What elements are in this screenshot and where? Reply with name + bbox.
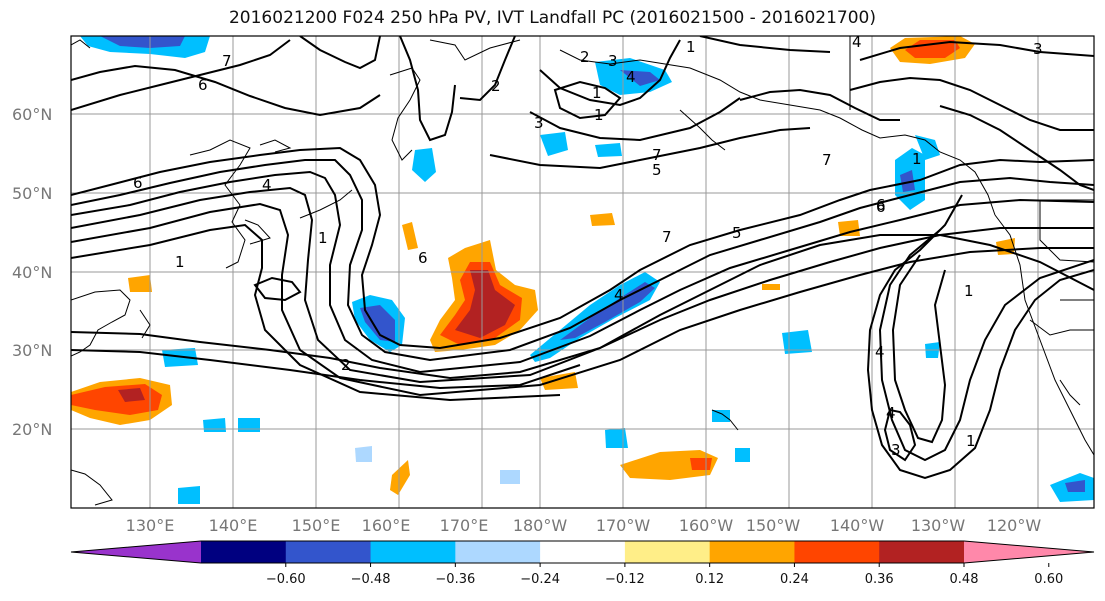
lat-label: 60°N xyxy=(12,105,52,124)
colorbar-bin xyxy=(794,541,880,563)
contour-label: 3 xyxy=(534,114,544,132)
contour-label: 4 xyxy=(875,343,885,361)
colorbar-outline xyxy=(70,540,1095,564)
colorbar-bin xyxy=(709,541,795,563)
contour-label: 6 xyxy=(876,198,886,216)
lon-label: 140°W xyxy=(830,516,885,535)
colorbar-extension-low xyxy=(71,541,201,563)
colorbar-bin xyxy=(201,541,287,563)
graticule xyxy=(71,36,1094,508)
contour-label: 5 xyxy=(652,161,662,179)
colorbar-tick-label: −0.24 xyxy=(520,572,560,587)
contour-labels: 7 6 6 4 1 1 6 2 3 2 1 1 7 5 7 6 2 3 4 4 … xyxy=(133,33,1043,459)
lon-label: 170°W xyxy=(596,516,651,535)
contour-label: 7 xyxy=(822,151,832,169)
map-title: 2016021200 F024 250 hPa PV, IVT Landfall… xyxy=(228,8,876,28)
contour-label: 1 xyxy=(592,84,602,102)
contour-label: 2 xyxy=(491,77,501,95)
contour-label: 6 xyxy=(418,249,428,267)
colorbar-bin xyxy=(540,541,626,563)
colorbar-extension-high xyxy=(964,541,1094,563)
contour-label: 3 xyxy=(608,52,618,70)
contour-label: 1 xyxy=(912,150,922,168)
colorbar-bin xyxy=(624,541,711,563)
contour-label: 6 xyxy=(876,196,886,214)
latitude-labels: 60°N 50°N 40°N 30°N 20°N xyxy=(12,105,52,439)
contour-label: 4 xyxy=(886,404,896,422)
colorbar-tick-label: 0.36 xyxy=(865,572,894,587)
lat-label: 40°N xyxy=(12,263,52,282)
lon-label: 130°W xyxy=(911,516,966,535)
colorbar-tick-label: −0.60 xyxy=(266,572,306,587)
lon-label: 120°W xyxy=(987,516,1042,535)
lon-label: 130°E xyxy=(126,516,175,535)
contour-label: 1 xyxy=(686,38,696,56)
contour-label: 1 xyxy=(594,106,604,124)
contour-label: 1 xyxy=(318,229,328,247)
coastlines xyxy=(71,36,1094,506)
lon-label: 140°E xyxy=(209,516,258,535)
lon-label: 160°W xyxy=(679,516,734,535)
contour-label: 4 xyxy=(614,286,624,304)
longitude-labels: 130°E 140°E 150°E 160°E 170°E 180°W 170°… xyxy=(126,516,1042,535)
colorbar-bin xyxy=(879,541,965,563)
colorbar-bin xyxy=(285,541,372,563)
colorbar-tick-label: −0.48 xyxy=(351,572,391,587)
colorbar: −0.60 −0.48 −0.36 −0.24 −0.12 0.12 0.24 0.36 0.4… xyxy=(70,540,1095,587)
contour-label: 4 xyxy=(852,33,862,51)
colorbar-tick-label: −0.36 xyxy=(435,572,475,587)
colorbar-tick-label: 0.24 xyxy=(780,572,809,587)
lon-label: 180°W xyxy=(513,516,568,535)
colorbar-tick-label: 0.48 xyxy=(950,572,979,587)
colorbar-tick-label: 0.60 xyxy=(1034,572,1063,587)
contour-label: 7 xyxy=(222,52,232,70)
lon-label: 150°E xyxy=(292,516,341,535)
contour-label: 5 xyxy=(732,224,742,242)
lon-label: 170°E xyxy=(440,516,489,535)
colorbar-bin xyxy=(455,541,541,563)
lat-label: 50°N xyxy=(12,184,52,203)
contour-label: 2 xyxy=(341,356,351,374)
lat-label: 30°N xyxy=(12,341,52,360)
contour-label: 6 xyxy=(133,174,143,192)
colorbar-tick-label: −0.12 xyxy=(605,572,645,587)
contour-label: 4 xyxy=(262,176,272,194)
lon-label: 160°E xyxy=(362,516,411,535)
contour-label: 1 xyxy=(175,253,185,271)
contour-label: 3 xyxy=(891,441,901,459)
lon-label: 150°W xyxy=(746,516,801,535)
contour-label: 1 xyxy=(966,432,976,450)
contour-label: 7 xyxy=(662,228,672,246)
contour-label: 6 xyxy=(198,76,208,94)
colorbar-tick-label: 0.12 xyxy=(695,572,724,587)
pv-contours xyxy=(71,36,1094,480)
colorbar-bin xyxy=(370,541,456,563)
contour-label: 3 xyxy=(1033,40,1043,58)
contour-label: 4 xyxy=(626,68,636,86)
lat-label: 20°N xyxy=(12,420,52,439)
map-frame xyxy=(70,35,1095,509)
contour-label: 7 xyxy=(652,146,662,164)
contour-label: 2 xyxy=(580,48,590,66)
contour-label: 1 xyxy=(964,282,974,300)
